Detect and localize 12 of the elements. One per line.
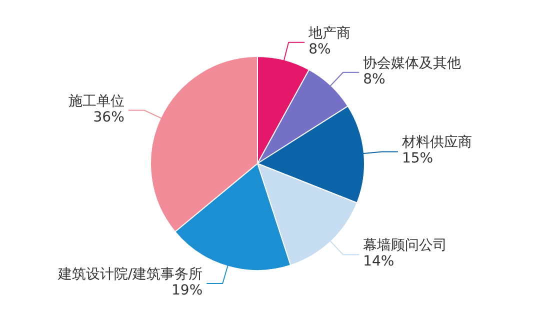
slice-label: 地产商 [308,25,351,42]
data-label: 14% [363,254,394,270]
data-label: 36% [93,109,124,126]
slice-label: 协会媒体及其他 [363,55,462,72]
slice-label: 材料供应商 [400,134,472,151]
data-label: 8% [308,41,331,58]
slice-label: 建筑设计院/建筑事务所 [56,266,203,283]
data-label: 8% [363,71,386,88]
slice-label: 幕墙顾问公司 [363,238,448,254]
data-label: 15% [402,150,434,167]
data-label: 19% [172,282,203,299]
slice-label: 施工单位 [68,93,124,110]
